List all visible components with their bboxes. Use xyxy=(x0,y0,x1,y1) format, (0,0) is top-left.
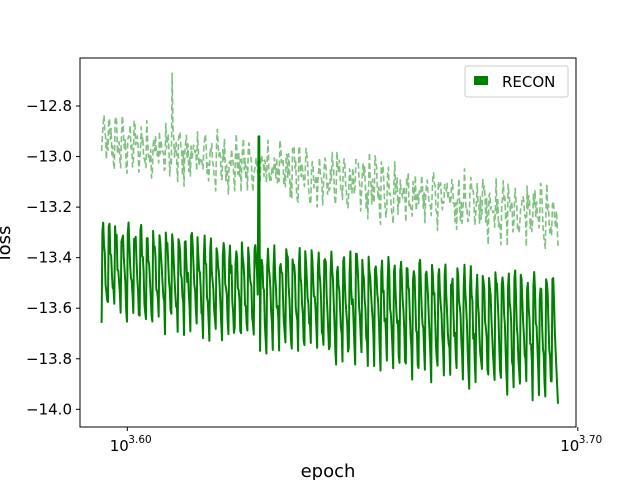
y-tick-label: −14.0 xyxy=(26,400,72,418)
x-tick-exponent: 3.70 xyxy=(579,434,602,446)
y-axis-title: loss xyxy=(0,226,15,261)
y-tick-label: −13.8 xyxy=(26,350,72,368)
plot-frame xyxy=(79,57,577,428)
y-tick-label: −12.8 xyxy=(26,97,72,115)
x-tick-base: 10 xyxy=(560,437,579,455)
y-tick-label: −13.4 xyxy=(26,249,72,267)
y-tick-label: −13.0 xyxy=(26,148,72,166)
legend-box xyxy=(464,65,569,98)
x-tick-label: 10 3.60 xyxy=(110,434,152,455)
series-line-solid xyxy=(100,135,559,404)
x-tick-label: 10 3.70 xyxy=(560,434,602,455)
y-tick-label: −13.6 xyxy=(26,299,72,317)
x-tick-exponent: 3.60 xyxy=(128,434,151,446)
legend-swatch-recon xyxy=(474,76,488,85)
series-line-dashed xyxy=(100,72,559,250)
x-axis-title: epoch xyxy=(301,461,356,480)
series-layer xyxy=(100,72,559,404)
x-tick-base: 10 xyxy=(110,437,129,455)
y-tick-label: −13.2 xyxy=(26,198,72,216)
legend: RECON xyxy=(464,65,569,98)
y-axis: −12.8 −13.0 −13.2 −13.4 −13.6 −13.8 −14.0 xyxy=(26,97,80,418)
legend-label-recon: RECON xyxy=(502,73,555,91)
x-axis: 10 3.60 10 3.70 xyxy=(110,427,602,455)
